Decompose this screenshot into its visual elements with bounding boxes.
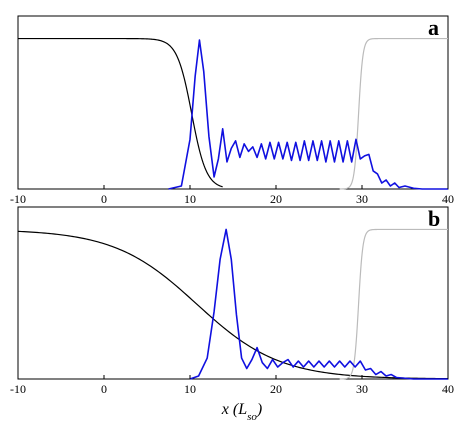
panel-b-x-tick-label-4: 30	[356, 382, 368, 396]
panel-b-x-tick-label-0: -10	[10, 382, 26, 396]
panel-a-x-tick-label-5: 40	[442, 192, 454, 206]
panel-b: -10 0 10 20 30 40 b	[10, 206, 454, 396]
panel-a-series-line-0	[18, 37, 223, 188]
panel-b-label: b	[428, 206, 440, 231]
panel-b-x-tick-label-2: 10	[184, 382, 196, 396]
panel-a-x-tick-label-3: 20	[270, 192, 282, 206]
panel-a: -10 0 10 20 30 40 a	[10, 15, 454, 206]
panel-a-series-line-1	[339, 37, 449, 190]
panel-b-x-ticks: -10 0 10 20 30 40	[10, 375, 454, 396]
panel-a-x-tick-label-0: -10	[10, 192, 26, 206]
panel-a-x-tick-label-2: 10	[184, 192, 196, 206]
panel-b-series-line-2	[189, 228, 448, 380]
panel-b-frame	[17, 206, 449, 380]
panel-b-series	[17, 228, 449, 380]
panel-b-x-tick-label-3: 20	[270, 382, 282, 396]
panel-b-series-line-0	[17, 230, 449, 380]
panel-b-x-tick-label-1: 0	[101, 382, 107, 396]
panel-a-series	[18, 37, 449, 190]
panel-b-series-line-1	[339, 228, 449, 380]
panel-a-label: a	[428, 15, 439, 40]
x-axis-label: x (Lso)	[221, 401, 262, 423]
panel-a-x-tick-label-1: 0	[101, 192, 107, 206]
panel-b-x-tick-label-5: 40	[442, 382, 454, 396]
panel-a-series-line-2	[168, 39, 448, 190]
panel-a-x-ticks: -10 0 10 20 30 40	[10, 185, 454, 206]
panel-a-frame	[17, 15, 449, 190]
panel-a-x-tick-label-4: 30	[356, 192, 368, 206]
